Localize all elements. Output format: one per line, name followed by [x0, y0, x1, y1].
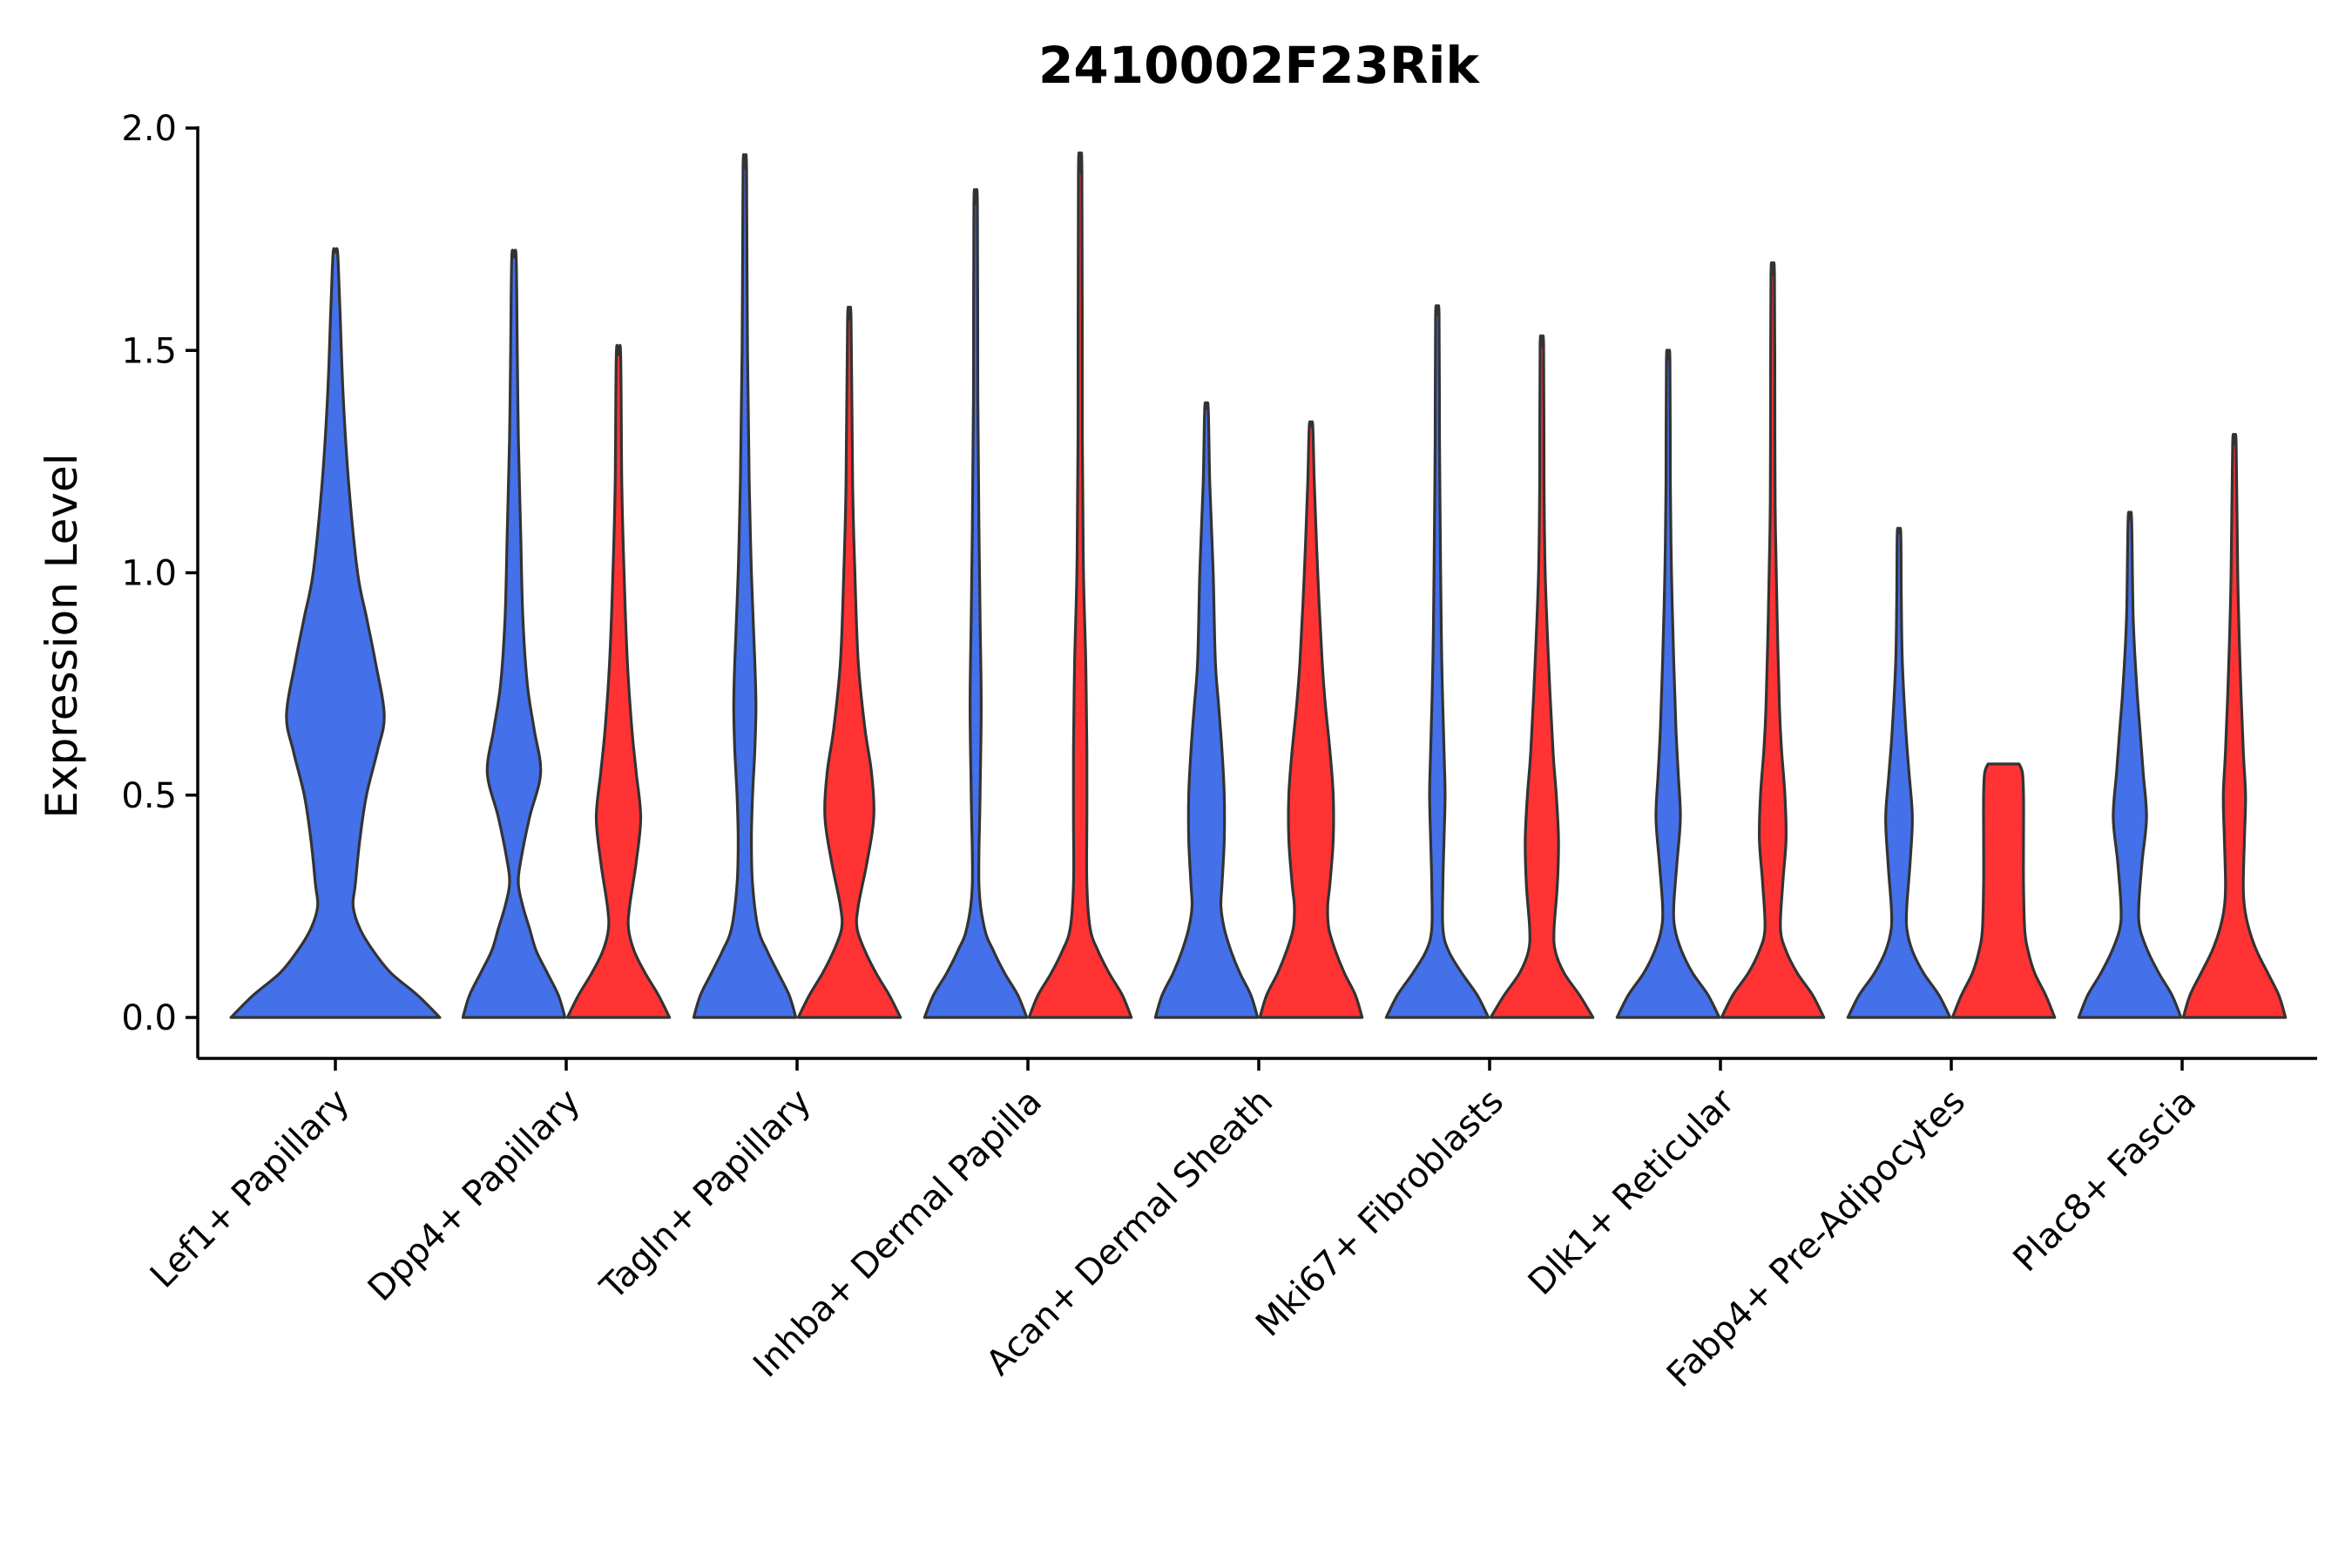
violin-blue-6 [1615, 348, 1721, 1019]
violin-blue-8 [2077, 510, 2183, 1019]
y-tick-label: 0.5 [121, 776, 177, 816]
violin-red-7 [1950, 762, 2057, 1019]
y-tick-label: 1.0 [121, 554, 177, 594]
x-tick-label: Mki67+ Fibroblasts [1248, 1082, 1511, 1345]
violin-blue-1 [461, 248, 567, 1019]
violin-red-1 [565, 343, 672, 1019]
violins-group [229, 151, 2288, 1019]
x-axis: Lef1+ Papillary Dpp4+ Papillary Tagln+ Pap… [143, 1057, 2317, 1396]
y-tick-label: 2.0 [121, 109, 177, 149]
violin-blue-5 [1384, 304, 1490, 1019]
violin-red-3 [1027, 151, 1133, 1019]
violin-red-5 [1489, 334, 1595, 1019]
x-tick-label: Tagln+ Papillary [592, 1082, 819, 1308]
y-tick-label: 0.0 [121, 998, 177, 1038]
chart-title: 2410002F23Rik [1038, 36, 1480, 95]
x-tick-label: Lef1+ Papillary [143, 1082, 357, 1296]
violin-blue-3 [923, 187, 1029, 1019]
violin-red-8 [2181, 433, 2288, 1019]
violin-red-4 [1258, 420, 1364, 1019]
violin-blue-2 [692, 152, 798, 1019]
violin-blue-4 [1153, 401, 1260, 1019]
violin-red-6 [1720, 261, 1826, 1019]
violin-blue-7 [1846, 526, 1952, 1019]
x-tick-label: Plac8+ Fascia [2006, 1082, 2205, 1281]
x-tick-label: Dpp4+ Papillary [361, 1082, 588, 1309]
violin-red-2 [796, 306, 902, 1019]
x-tick-label: Dlk1+ Reticular [1521, 1081, 1743, 1303]
violin-blue-0 [229, 247, 442, 1019]
y-axis-title: Expression Level [37, 453, 87, 818]
y-tick-label: 1.5 [121, 331, 177, 371]
y-axis: 0.0 0.5 1.0 1.5 2.0 [121, 109, 199, 1058]
